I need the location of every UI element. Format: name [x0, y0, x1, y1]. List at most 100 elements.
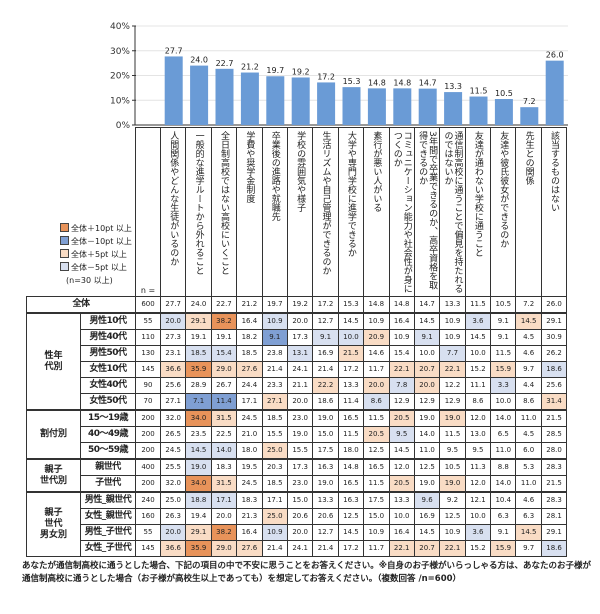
value-cell: 10.0	[337, 329, 365, 346]
value-cell: 10.9	[261, 312, 288, 330]
value-cell: 7.2	[515, 296, 542, 314]
row-label: 女性_子世代	[80, 540, 136, 557]
y-tick-label: 0%	[116, 121, 131, 128]
value-cell: 17.1	[236, 393, 263, 411]
value-cell: 14.5	[337, 312, 365, 330]
value-cell: 15.5	[286, 442, 314, 460]
value-cell: 26.7	[210, 377, 238, 394]
value-cell: 20.7	[413, 540, 441, 557]
value-cell: 12.5	[337, 508, 365, 525]
value-cell: 4.4	[515, 377, 542, 394]
n-cell: 90	[135, 377, 161, 394]
column-header: コミュニケーション能力や社会性が身につくのか	[388, 127, 415, 297]
value-cell: 21.4	[261, 540, 288, 557]
group-label: 割付別	[26, 409, 81, 460]
value-cell: 30.9	[540, 329, 568, 346]
value-cell: 25.6	[540, 377, 568, 394]
column-header: 卒業後の進路や就職先	[261, 127, 288, 297]
table-row: 50〜59歳 200 24.5 14.5 14.0 18.0 25.0 15.5 17.5 18.…	[27, 442, 568, 460]
value-cell: 23.0	[286, 475, 314, 493]
value-cell: 11.5	[363, 475, 390, 493]
value-cell: 26.3	[159, 508, 187, 525]
value-cell: 11.1	[464, 377, 492, 394]
value-cell: 14.0	[413, 426, 441, 443]
value-cell: 18.0	[337, 442, 365, 460]
value-cell: 18.5	[236, 345, 263, 362]
value-cell: 14.5	[413, 312, 441, 330]
value-cell: 15.9	[490, 540, 517, 557]
value-cell: 6.0	[515, 442, 542, 460]
bar-label: 19.7	[266, 66, 284, 75]
bar-label: 21.2	[241, 63, 259, 72]
bar	[164, 56, 183, 125]
value-cell: 21.4	[312, 361, 339, 378]
row-label: 男性40代	[80, 329, 136, 346]
value-cell: 15.0	[286, 491, 314, 509]
value-cell: 10.9	[439, 312, 466, 330]
n-cell: 200	[135, 409, 161, 427]
group-label: 親子 世代 男女別	[26, 491, 81, 557]
value-cell: 20.9	[363, 329, 390, 346]
value-cell: 34.0	[185, 409, 212, 427]
table-row: 親子 世代別 親世代 400 25.5 19.0 18.3 19.5 20.3 17.3 16.3…	[26, 458, 568, 493]
value-cell: 8.8	[490, 458, 517, 476]
value-cell: 22.5	[210, 426, 238, 443]
value-cell: 9.1	[490, 329, 517, 346]
value-cell: 16.5	[337, 409, 365, 427]
group-label: 親子 世代別	[26, 458, 81, 493]
value-cell: 14.8	[388, 296, 415, 314]
value-cell: 16.4	[236, 524, 263, 541]
column-header: 学校の雰囲気や様子	[286, 127, 314, 297]
value-cell: 26.5	[159, 426, 187, 443]
value-cell: 7.8	[388, 377, 415, 394]
table-row: 性年 代別 男性10代 55 20.0 29.1 38.2 16.4 10.9 20.0 12.7…	[26, 312, 568, 411]
value-cell: 27.6	[236, 361, 263, 378]
value-cell: 19.0	[439, 409, 466, 427]
value-cell: 24.4	[236, 377, 263, 394]
value-cell: 18.2	[236, 329, 263, 346]
value-cell: 9.1	[261, 329, 288, 346]
bar	[418, 88, 437, 125]
value-cell: 14.5	[515, 524, 542, 541]
value-cell: 16.4	[388, 312, 415, 330]
value-cell: 21.4	[312, 540, 339, 557]
value-cell: 14.0	[490, 409, 517, 427]
value-cell: 21.3	[236, 508, 263, 525]
value-cell: 15.0	[363, 508, 390, 525]
value-cell: 22.1	[439, 540, 466, 557]
value-cell: 17.2	[312, 296, 339, 314]
bar-chart: 0% 10% 20% 30% 40% 27.7 24.0 22.7 21.2 19.7 19.2 17…	[110, 22, 568, 128]
value-cell: 38.2	[210, 312, 238, 330]
column-header: 通信制高校に通うことで偏見を持たれるのではないか	[439, 127, 466, 297]
value-cell: 27.7	[159, 296, 187, 314]
value-cell: 14.7	[413, 296, 441, 314]
value-cell: 24.0	[185, 296, 212, 314]
n-cell: 145	[135, 361, 161, 378]
value-cell: 34.0	[185, 475, 212, 493]
value-cell: 27.6	[236, 540, 263, 557]
value-cell: 14.0	[490, 475, 517, 493]
row-label: 子世代	[80, 475, 136, 493]
value-cell: 16.3	[337, 491, 365, 509]
bar	[342, 87, 361, 125]
bar-label: 10.5	[495, 89, 513, 98]
value-cell: 5.3	[515, 458, 542, 476]
table-row: 男性_子世代 55 20.0 29.1 38.2 16.4 10.9 20.0 12.7 14.5…	[27, 524, 568, 541]
value-cell: 38.2	[210, 524, 238, 541]
value-cell: 22.1	[388, 361, 415, 378]
column-header: 3年間で卒業できるのか、高卒資格を取得できるのか	[413, 127, 441, 297]
value-cell: 16.9	[413, 508, 441, 525]
table-row: 女性10代 145 36.6 35.9 29.0 27.6 21.4 24.1 21.4 17.2…	[27, 361, 568, 378]
value-cell: 4.5	[515, 329, 542, 346]
value-cell: 29.1	[540, 524, 568, 541]
table-row: 女性50代 70 27.1 7.1 11.4 17.1 27.1 20.0 18.6 11.4 8.…	[27, 393, 568, 411]
n-cell: 400	[135, 458, 161, 476]
value-cell: 9.5	[388, 426, 415, 443]
value-cell: 31.4	[540, 393, 568, 411]
value-cell: 18.6	[540, 361, 568, 378]
value-cell: 25.0	[159, 491, 187, 509]
value-cell: 11.5	[337, 426, 365, 443]
value-cell: 19.0	[185, 458, 212, 476]
value-cell: 12.1	[464, 491, 492, 509]
row-label: 50〜59歳	[80, 442, 136, 460]
